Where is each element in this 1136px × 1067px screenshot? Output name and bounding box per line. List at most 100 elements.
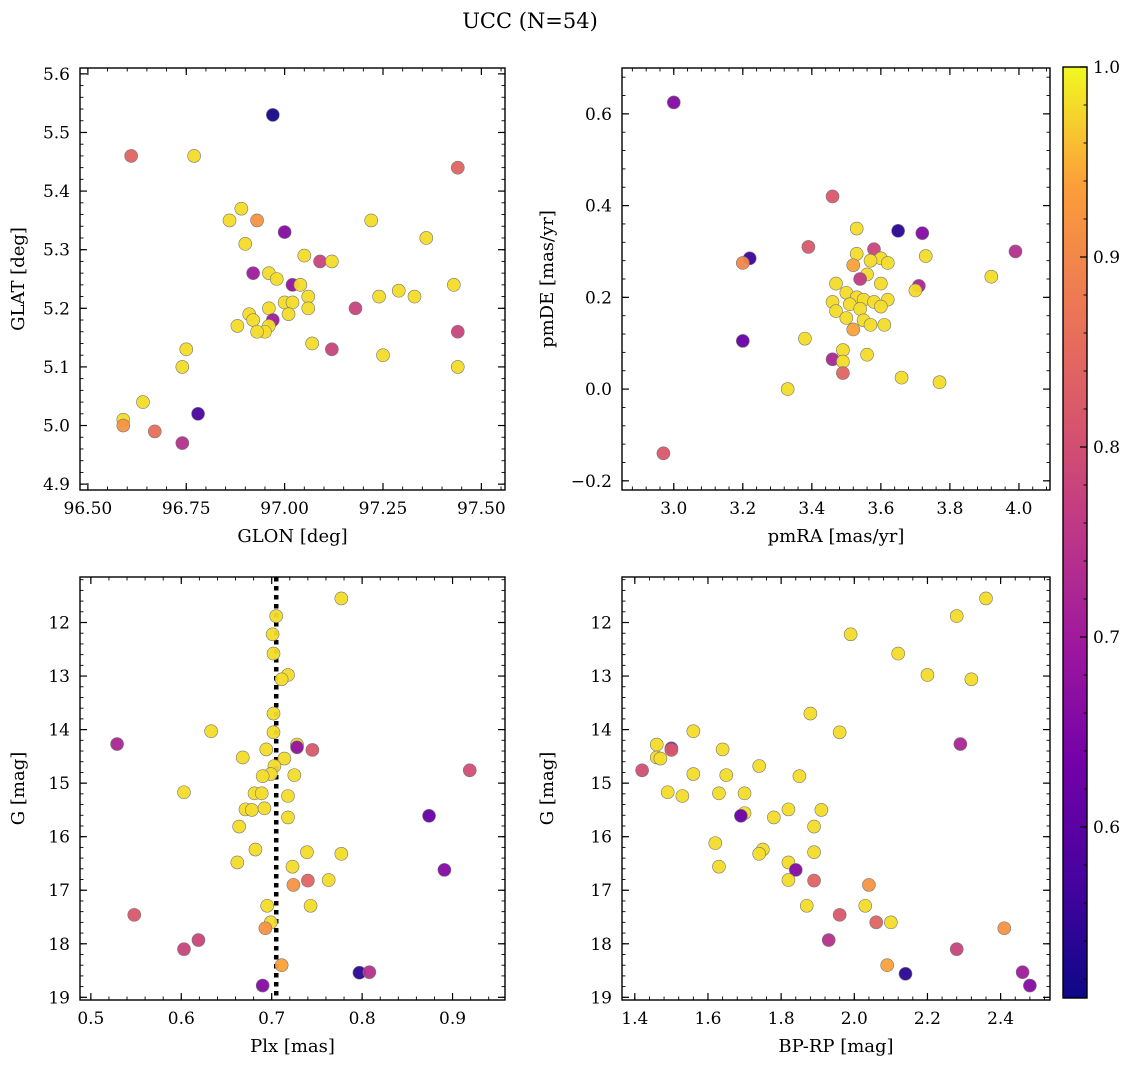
data-point bbox=[177, 942, 191, 956]
ticks: 96.50 96.75 97.00 97.25 97.50 4.9 5.0 5.1 5.2 5.3… bbox=[43, 65, 506, 519]
y-axis-label: pmDE [mas/yr] bbox=[537, 210, 558, 348]
x-tick-label: 0.6 bbox=[168, 1009, 195, 1029]
data-point bbox=[437, 863, 452, 877]
data-point bbox=[204, 724, 218, 739]
data-point bbox=[286, 878, 301, 892]
ticks: 1.4 1.6 1.8 2.0 2.2 2.4 12 13 14 15 16 17 18 19 bbox=[590, 577, 1050, 1029]
y-tick-label: 14 bbox=[590, 721, 612, 741]
data-point bbox=[147, 424, 162, 439]
scatter-points bbox=[656, 95, 1023, 461]
data-point bbox=[869, 915, 884, 930]
x-tick-label: 3.4 bbox=[798, 499, 825, 519]
data-point bbox=[177, 785, 191, 800]
data-point bbox=[293, 278, 308, 292]
x-tick-label: 96.50 bbox=[64, 499, 113, 519]
data-point bbox=[136, 395, 150, 409]
data-point bbox=[269, 609, 284, 623]
data-point bbox=[997, 921, 1012, 936]
colorbar-tick-label: 1.0 bbox=[1093, 58, 1120, 78]
data-point bbox=[422, 809, 436, 823]
data-point bbox=[248, 842, 263, 857]
data-point bbox=[829, 276, 843, 291]
data-point bbox=[372, 289, 386, 304]
data-point bbox=[462, 763, 477, 778]
x-tick-label: 2.0 bbox=[841, 1009, 868, 1029]
data-point bbox=[920, 668, 935, 682]
data-point bbox=[846, 258, 861, 273]
data-point bbox=[232, 819, 246, 834]
data-point bbox=[767, 810, 781, 825]
data-point bbox=[348, 301, 363, 316]
data-point bbox=[255, 978, 270, 993]
data-point bbox=[635, 763, 649, 778]
x-tick-label: 2.2 bbox=[914, 1009, 941, 1029]
data-point bbox=[814, 803, 829, 817]
data-point bbox=[836, 366, 850, 380]
x-tick-label: 0.5 bbox=[77, 1009, 104, 1029]
panel-3: 0.5 0.6 0.7 0.8 0.9 12 13 14 15 16 17 18 19 Plx [mas]… bbox=[8, 576, 506, 1057]
data-point bbox=[266, 646, 281, 661]
data-point bbox=[321, 873, 336, 887]
scatter-points bbox=[110, 577, 477, 1000]
figure-title: UCC (N=54) bbox=[462, 9, 598, 33]
data-point bbox=[1015, 965, 1030, 979]
y-tick-label: 14 bbox=[48, 721, 70, 741]
data-point bbox=[874, 299, 888, 314]
y-tick-label: 0.0 bbox=[585, 380, 612, 400]
data-point bbox=[447, 278, 461, 292]
data-point bbox=[863, 318, 878, 332]
data-point bbox=[832, 908, 847, 922]
x-tick-label: 0.7 bbox=[258, 1009, 285, 1029]
data-point bbox=[187, 149, 201, 163]
x-axis-label: GLON [deg] bbox=[237, 526, 347, 547]
data-point bbox=[116, 418, 131, 433]
data-point bbox=[127, 908, 142, 922]
colorbar-gradient bbox=[1062, 66, 1088, 999]
data-point bbox=[649, 737, 664, 752]
scatter-points bbox=[635, 591, 1037, 993]
data-point bbox=[653, 751, 668, 766]
data-point bbox=[949, 609, 964, 623]
data-point bbox=[175, 436, 190, 450]
data-point bbox=[407, 289, 422, 304]
colorbar-tick-label: 0.9 bbox=[1093, 248, 1120, 268]
data-point bbox=[297, 248, 312, 263]
data-point bbox=[798, 331, 812, 346]
data-point bbox=[660, 785, 675, 800]
data-point bbox=[964, 672, 979, 687]
x-tick-label: 97.25 bbox=[359, 499, 408, 519]
data-point bbox=[325, 342, 339, 357]
data-point bbox=[250, 324, 264, 339]
x-tick-label: 1.8 bbox=[768, 1009, 795, 1029]
ticks: 0.5 0.6 0.7 0.8 0.9 12 13 14 15 16 17 18 19 bbox=[48, 577, 505, 1029]
data-point bbox=[877, 318, 892, 332]
data-point bbox=[832, 725, 847, 740]
panel-4: 1.4 1.6 1.8 2.0 2.2 2.4 12 13 14 15 16 17 18 19 BP-RP … bbox=[537, 576, 1051, 1057]
panels: 96.50 96.75 97.00 97.25 97.50 4.9 5.0 5.1 5.2 5.3… bbox=[8, 65, 1051, 1057]
data-point bbox=[734, 809, 748, 823]
data-point bbox=[849, 221, 864, 236]
data-point bbox=[301, 873, 315, 888]
x-axis-label: pmRA [mas/yr] bbox=[768, 526, 905, 547]
y-tick-label: 5.5 bbox=[43, 123, 70, 143]
y-tick-label: 0.6 bbox=[585, 105, 612, 125]
colorbar-tick-label: 0.7 bbox=[1093, 628, 1120, 648]
data-point bbox=[664, 743, 679, 757]
data-point bbox=[285, 859, 300, 874]
data-point bbox=[846, 322, 861, 337]
data-point bbox=[807, 845, 821, 860]
data-point bbox=[874, 276, 888, 291]
data-point bbox=[259, 742, 274, 757]
data-point bbox=[792, 769, 807, 783]
panel-2: 3.0 3.2 3.4 3.6 3.8 4.0 −0.2 0.0 0.2 0.4 0.6 pmRA [… bbox=[537, 67, 1051, 547]
x-tick-label: 3.2 bbox=[729, 499, 756, 519]
colorbar-tick-label: 0.8 bbox=[1093, 438, 1120, 458]
data-point bbox=[884, 915, 898, 930]
data-point bbox=[110, 737, 124, 751]
data-point bbox=[274, 672, 289, 687]
data-point bbox=[450, 360, 465, 374]
scatter-points bbox=[116, 108, 465, 450]
data-point bbox=[325, 254, 339, 269]
data-point bbox=[175, 360, 190, 374]
data-point bbox=[686, 724, 701, 739]
